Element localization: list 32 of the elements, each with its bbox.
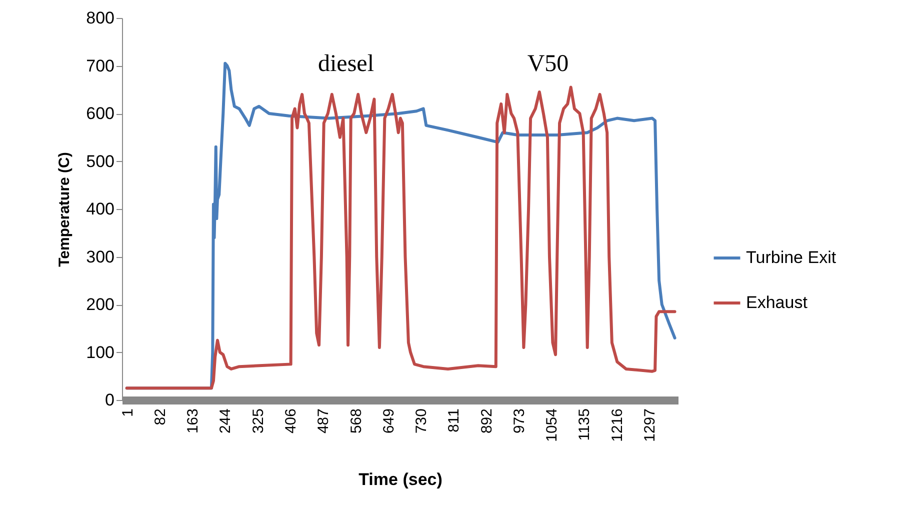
annotation: V50 <box>527 51 569 77</box>
y-tick-label: 300 <box>86 247 114 266</box>
x-tick-label: 1297 <box>641 408 658 442</box>
annotation: diesel <box>318 51 374 77</box>
x-tick-label: 82 <box>152 408 169 426</box>
x-tick-label: 163 <box>184 408 202 434</box>
x-tick-label: 325 <box>250 408 267 434</box>
x-tick-label: 811 <box>446 408 463 432</box>
x-tick-label: 892 <box>478 408 496 434</box>
legend-label: Exhaust <box>746 293 808 312</box>
y-tick-label: 500 <box>86 152 114 171</box>
y-tick-label: 0 <box>105 390 114 410</box>
x-tick-label: 1054 <box>544 408 561 442</box>
y-tick-label: 800 <box>86 8 114 28</box>
y-tick-label: 600 <box>86 104 114 123</box>
x-tick-label: 730 <box>413 408 430 434</box>
x-tick-label: 973 <box>510 408 528 434</box>
x-tick-label: 1216 <box>608 408 626 442</box>
x-tick-label: 487 <box>315 408 332 434</box>
x-tick-label: 1135 <box>576 408 594 441</box>
y-tick-label: 100 <box>86 342 114 362</box>
y-tick-label: 200 <box>86 295 114 314</box>
x-tick-label: 1 <box>119 408 136 417</box>
x-tick-label: 244 <box>217 408 234 434</box>
x-tick-label: 649 <box>380 408 398 434</box>
x-tick-label: 568 <box>348 408 365 434</box>
y-tick-label: 400 <box>86 200 114 218</box>
x-tick-label: 406 <box>282 408 300 434</box>
x-axis-title: Time (sec) <box>358 470 442 489</box>
y-axis-title: Temperature (C) <box>56 152 74 267</box>
y-tick-label: 700 <box>86 56 114 76</box>
legend-label: Turbine Exit <box>746 248 836 267</box>
